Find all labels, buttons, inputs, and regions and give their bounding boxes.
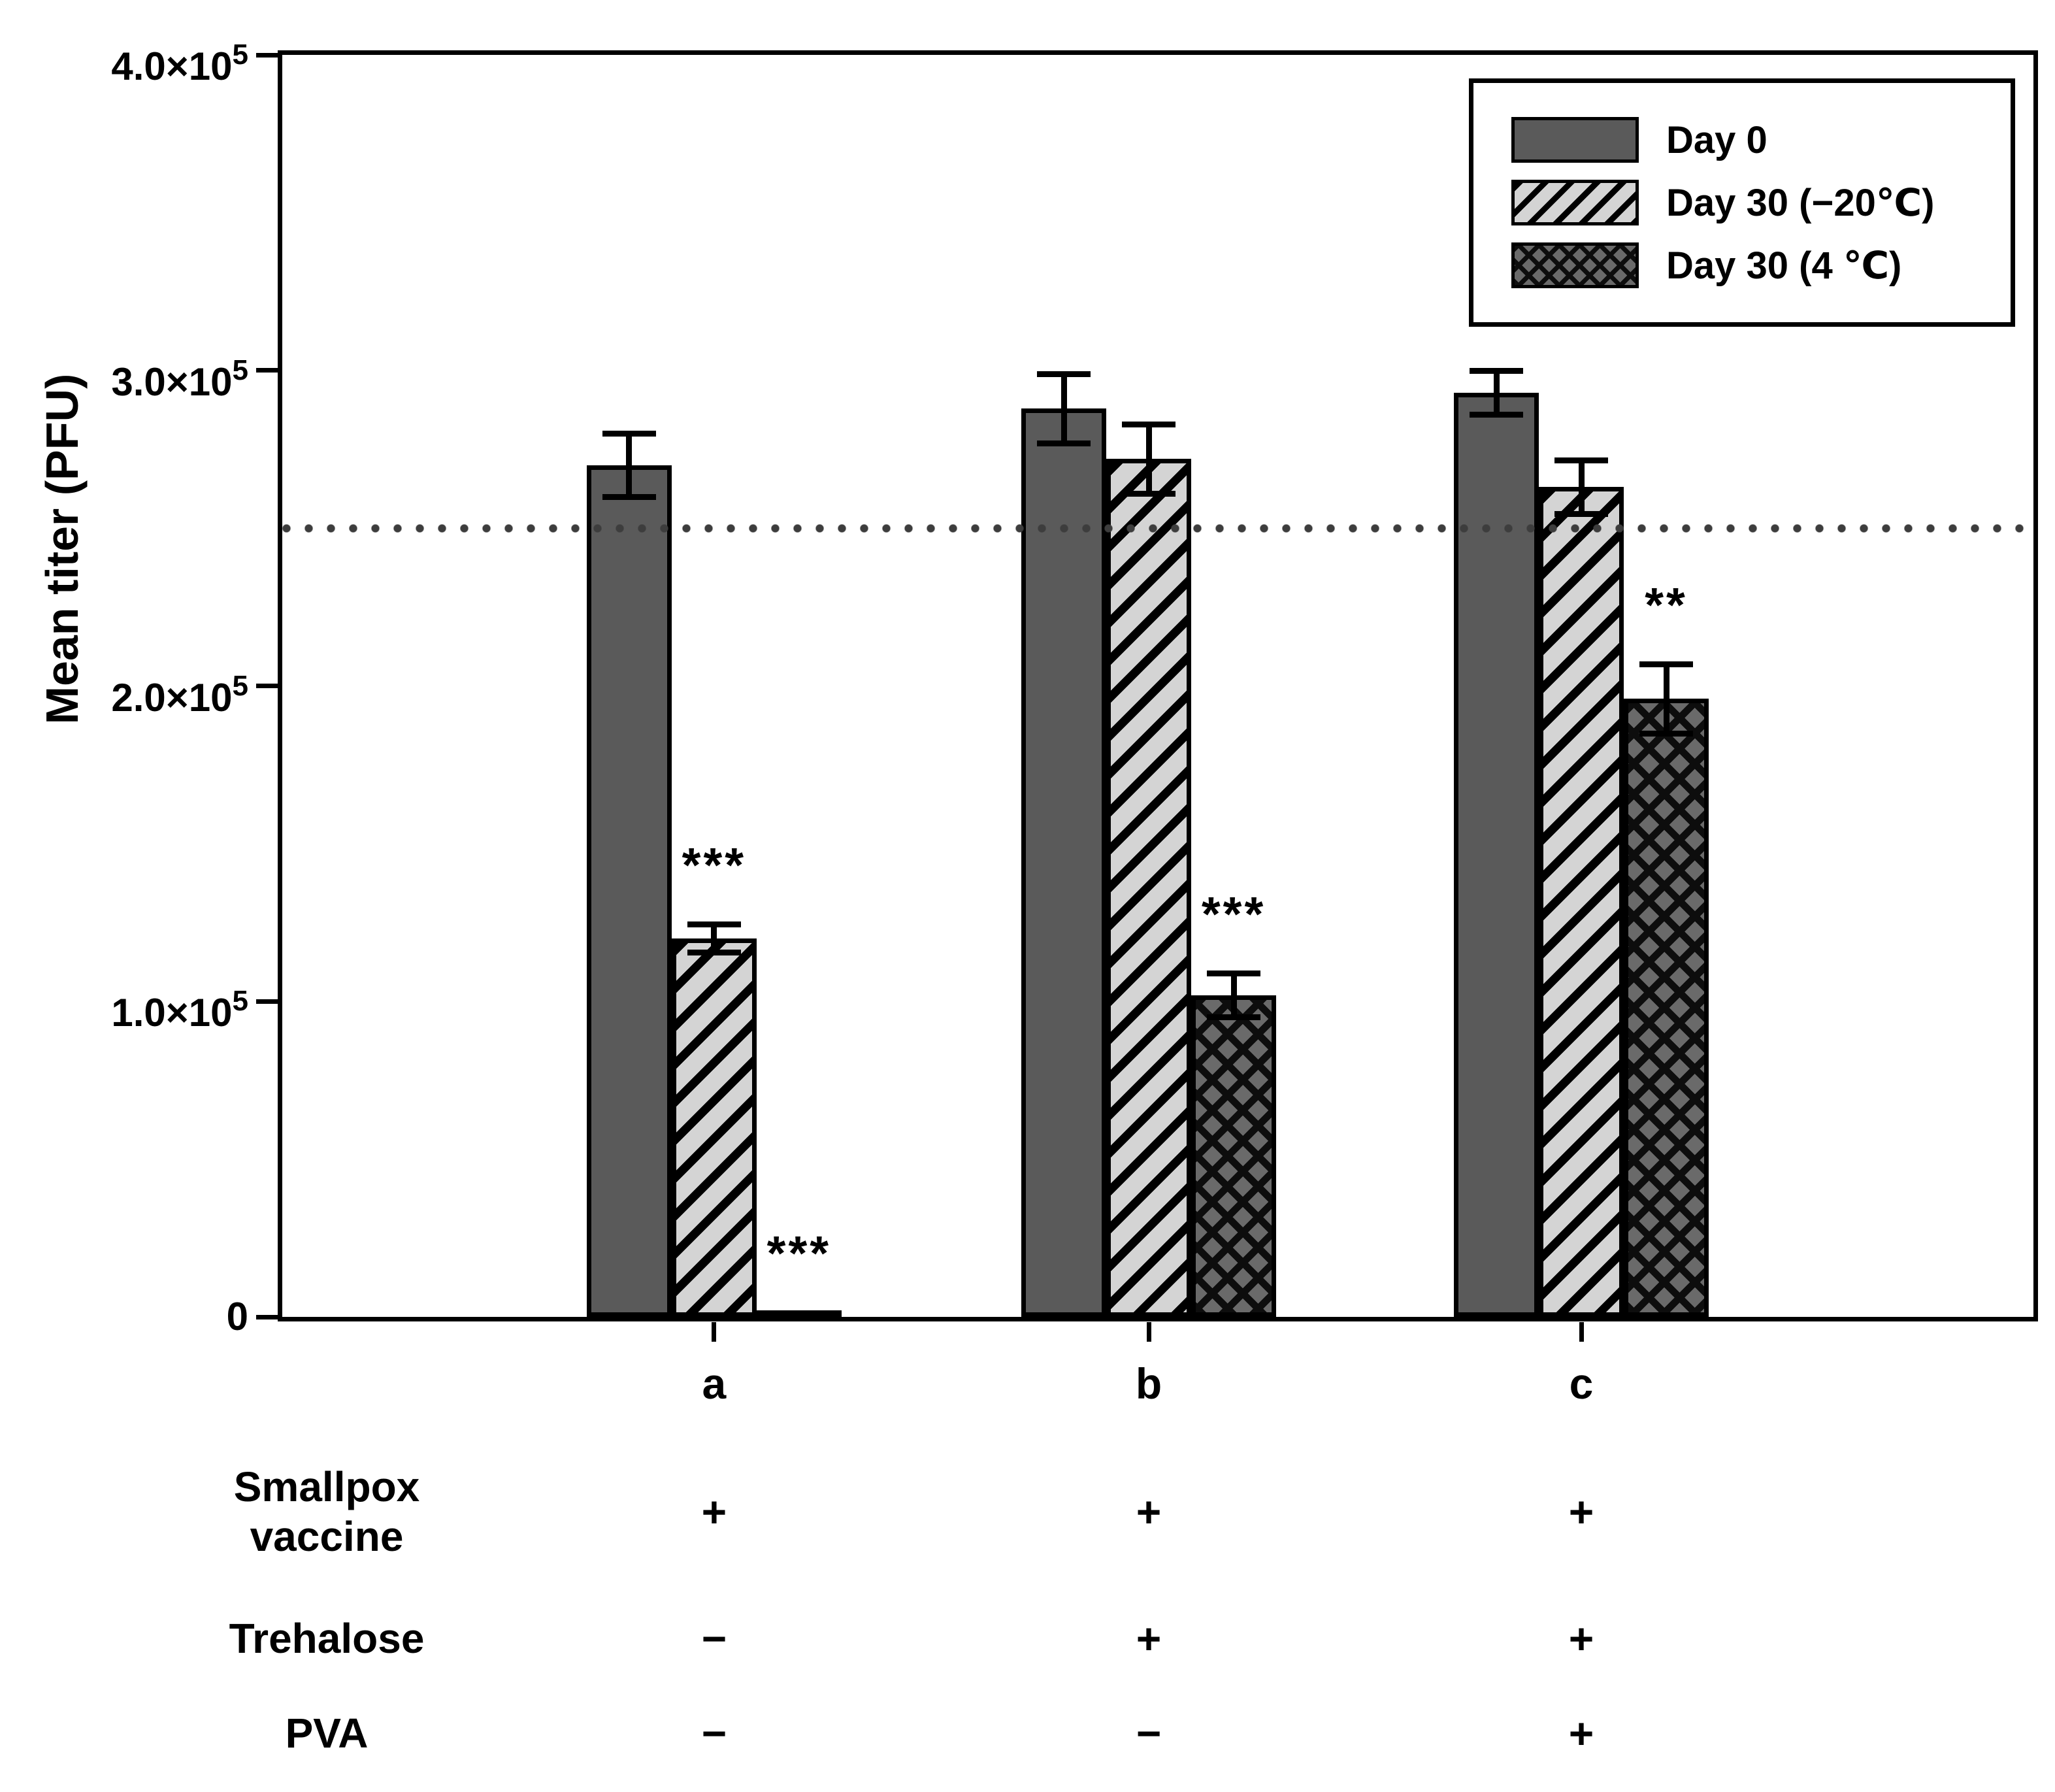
legend: Day 0 Day 30 (−20℃) Day 30 (4 ℃) (1469, 78, 2015, 327)
y-tick-text: 4.0×10 (111, 44, 233, 88)
bar-a-cross (756, 1310, 842, 1319)
error-bar-cap-top (1122, 421, 1176, 427)
legend-item: Day 30 (4 ℃) (1511, 242, 2011, 288)
error-bar-cap-top (602, 431, 656, 437)
y-axis-tick (256, 368, 278, 373)
bar-b-solid (1021, 408, 1107, 1317)
error-bar-cap-bottom (687, 950, 741, 956)
condition-sign-b: + (1136, 1487, 1162, 1536)
plot-frame (278, 50, 2038, 1321)
condition-row-label-line: vaccine (250, 1513, 404, 1560)
error-bar-stem (711, 923, 717, 953)
bar-c-solid (1454, 392, 1539, 1317)
y-axis-tick-label: 4.0×105 (111, 32, 248, 88)
significance-label: *** (766, 1225, 832, 1280)
condition-row-label-line: PVA (285, 1710, 369, 1757)
error-bar-cap-bottom (1207, 1014, 1261, 1021)
y-axis-tick-label: 1.0×105 (111, 978, 248, 1035)
y-tick-text: 3.0×10 (111, 359, 233, 404)
x-axis-category-label: a (702, 1359, 727, 1408)
error-bar-cap-bottom (1470, 412, 1524, 418)
x-axis-tick (1146, 1322, 1151, 1342)
condition-sign-c: + (1568, 1709, 1594, 1757)
condition-sign-a: − (701, 1614, 727, 1663)
y-axis-tick (256, 999, 278, 1004)
error-bar-cap-bottom (1122, 491, 1176, 497)
y-tick-exponent: 5 (232, 985, 248, 1018)
y-tick-text: 0 (226, 1295, 248, 1338)
error-bar-stem (1663, 663, 1669, 733)
bar-a-solid (586, 465, 672, 1317)
error-bar-cap-top (1554, 457, 1609, 464)
legend-item: Day 30 (−20℃) (1511, 180, 2011, 225)
y-tick-exponent: 5 (232, 669, 248, 702)
legend-item: Day 0 (1511, 117, 2011, 163)
y-tick-exponent: 5 (232, 39, 248, 71)
error-bar-stem (1493, 370, 1500, 415)
legend-swatch-solid (1511, 117, 1639, 163)
condition-sign-a: − (701, 1709, 727, 1757)
error-bar-stem (1060, 373, 1067, 443)
legend-swatch-cross (1511, 242, 1639, 288)
condition-sign-a: + (701, 1487, 727, 1536)
x-axis-tick (1579, 1322, 1584, 1342)
legend-label: Day 0 (1666, 118, 1767, 161)
error-bar-stem (626, 433, 633, 497)
y-tick-text: 1.0×10 (111, 991, 233, 1035)
error-bar-cap-bottom (602, 493, 656, 500)
condition-sign-c: + (1568, 1614, 1594, 1663)
plot-area: Day 0 Day 30 (−20℃) Day 30 (4 ℃) 4.0×105 3.… (111, 39, 2038, 1408)
error-bar-stem (1145, 423, 1152, 494)
error-bar-cap-top (1470, 367, 1524, 374)
error-bar-stem (1230, 972, 1237, 1018)
bar-a-hatch (671, 938, 757, 1317)
error-bar-cap-bottom (1639, 730, 1694, 737)
y-tick-text: 2.0×10 (111, 675, 233, 720)
reference-dotted-line (282, 523, 2033, 533)
bar-b-cross (1191, 995, 1277, 1317)
condition-row-label: Smallpox vaccine (85, 1462, 568, 1561)
error-bar-cap-bottom (1554, 511, 1609, 518)
bar-c-cross (1624, 698, 1709, 1317)
condition-sign-b: − (1136, 1709, 1162, 1757)
y-axis-tick-label: 3.0×105 (111, 348, 248, 404)
error-bar-cap-top (687, 921, 741, 927)
significance-label: ** (1645, 577, 1688, 632)
x-axis-category-label: b (1135, 1359, 1162, 1408)
y-axis-title: Mean titer (PFU) (37, 373, 88, 725)
legend-swatch-hatch (1511, 180, 1639, 225)
bar-b-hatch (1106, 458, 1192, 1317)
condition-row-label-line: Smallpox (233, 1463, 420, 1510)
legend-label: Day 30 (−20℃) (1666, 182, 1935, 224)
condition-row-label: Trehalose (85, 1614, 568, 1663)
y-tick-exponent: 5 (232, 354, 248, 386)
x-axis-category-label: c (1569, 1359, 1594, 1408)
y-axis-tick-label: 0 (227, 1294, 248, 1340)
x-axis-tick (712, 1322, 717, 1342)
y-axis-tick (256, 52, 278, 58)
error-bar-stem (1578, 460, 1585, 514)
significance-label: *** (682, 837, 747, 892)
y-axis-tick (256, 684, 278, 688)
significance-label: *** (1201, 886, 1266, 941)
legend-label: Day 30 (4 ℃) (1666, 244, 1902, 287)
y-axis-tick (256, 1314, 278, 1319)
condition-sign-b: + (1136, 1614, 1162, 1663)
bar-c-hatch (1539, 487, 1624, 1317)
error-bar-cap-bottom (1037, 440, 1091, 446)
error-bar-cap-top (1639, 661, 1694, 667)
condition-sign-c: + (1568, 1487, 1594, 1536)
error-bar-cap-top (1207, 970, 1261, 976)
condition-row-label-line: Trehalose (229, 1615, 425, 1662)
condition-row-label: PVA (85, 1708, 568, 1758)
error-bar-cap-top (1037, 371, 1091, 377)
y-axis-tick-label: 2.0×105 (111, 663, 248, 720)
